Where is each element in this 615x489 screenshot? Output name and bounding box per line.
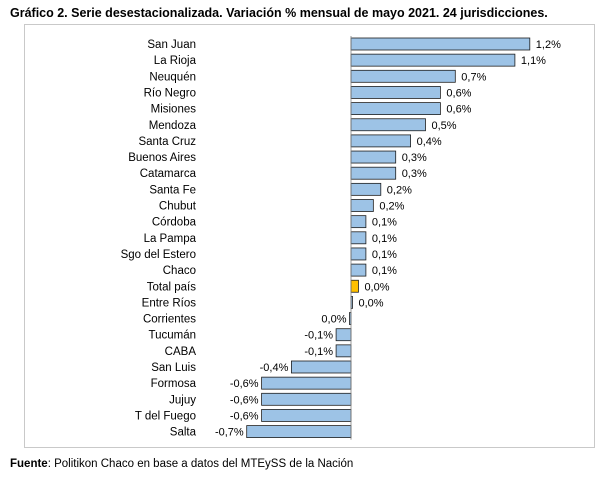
data-label-sgo-del-estero: 0,1% [372, 249, 397, 261]
category-label-chaco: Chaco [163, 265, 196, 277]
source-note: Fuente: Politikon Chaco en base a datos … [10, 458, 353, 470]
category-label-jujuy: Jujuy [169, 394, 196, 406]
category-label-total-pais: Total país [147, 281, 196, 293]
category-label-tucuman: Tucumán [148, 330, 196, 342]
bar-caba [335, 344, 352, 358]
source-label: Fuente [10, 458, 48, 470]
data-label-misiones: 0,6% [446, 104, 471, 116]
chart-title: Gráfico 2. Serie desestacionalizada. Var… [10, 6, 548, 20]
source-text: : Politikon Chaco en base a datos del MT… [47, 458, 354, 470]
data-label-san-luis: -0,4% [260, 362, 289, 374]
bar-catamarca [350, 166, 397, 180]
data-label-formosa: -0,6% [230, 378, 259, 390]
category-label-santa-cruz: Santa Cruz [138, 136, 196, 148]
bar-mendoza [350, 118, 426, 132]
category-label-santa-fe: Santa Fe [149, 184, 196, 196]
data-label-buenos-aires: 0,3% [402, 152, 427, 164]
data-label-santa-cruz: 0,4% [417, 136, 442, 148]
category-label-buenos-aires: Buenos Aires [128, 152, 196, 164]
bar-la-pampa [350, 231, 367, 245]
bar-santa-fe [350, 182, 382, 196]
data-label-corrientes: 0,0% [321, 314, 346, 326]
category-label-la-rioja: La Rioja [154, 55, 197, 67]
category-label-misiones: Misiones [151, 104, 197, 116]
bar-buenos-aires [350, 150, 397, 164]
category-label-salta: Salta [170, 427, 197, 439]
data-label-mendoza: 0,5% [432, 120, 457, 132]
bar-formosa [261, 376, 352, 390]
category-label-sgo-del-estero: Sgo del Estero [121, 249, 196, 261]
bar-sgo-del-estero [350, 247, 367, 261]
category-label-neuquen: Neuquén [149, 71, 196, 83]
data-label-santa-fe: 0,2% [387, 184, 412, 196]
category-label-t-del-fuego: T del Fuego [135, 410, 196, 422]
bar-chaco [350, 263, 367, 277]
data-label-salta: -0,7% [215, 427, 244, 439]
data-label-caba: -0,1% [304, 346, 333, 358]
data-label-rio-negro: 0,6% [446, 87, 471, 99]
data-label-jujuy: -0,6% [230, 394, 259, 406]
bar-san-luis [290, 360, 352, 374]
category-label-mendoza: Mendoza [149, 120, 197, 132]
data-label-la-rioja: 1,1% [521, 55, 546, 67]
data-label-t-del-fuego: -0,6% [230, 410, 259, 422]
category-label-rio-negro: Río Negro [144, 87, 196, 99]
data-label-catamarca: 0,3% [402, 168, 427, 180]
bar-neuquen [350, 69, 456, 83]
bar-santa-cruz [350, 134, 411, 148]
data-label-chaco: 0,1% [372, 265, 397, 277]
bar-san-juan [350, 37, 531, 51]
bar-tucuman [335, 328, 352, 342]
data-label-tucuman: -0,1% [304, 330, 333, 342]
data-label-la-pampa: 0,1% [372, 233, 397, 245]
chart-frame [24, 24, 595, 448]
bar-chubut [350, 199, 374, 212]
category-label-corrientes: Corrientes [143, 314, 196, 326]
category-label-chubut: Chubut [159, 201, 197, 213]
data-label-entre-rios: 0,0% [359, 297, 384, 309]
bar-rio-negro [350, 86, 441, 99]
bar-total-pais [350, 279, 359, 293]
data-label-chubut: 0,2% [379, 201, 404, 213]
category-label-san-luis: San Luis [151, 362, 196, 374]
bar-jujuy [261, 392, 352, 406]
bar-t-del-fuego [261, 409, 352, 422]
category-label-la-pampa: La Pampa [144, 233, 197, 245]
category-label-san-juan: San Juan [147, 39, 196, 51]
bar-la-rioja [350, 53, 516, 67]
category-label-caba: CABA [165, 346, 197, 358]
category-label-formosa: Formosa [151, 378, 197, 390]
category-label-cordoba: Córdoba [152, 217, 197, 229]
data-label-san-juan: 1,2% [536, 39, 561, 51]
category-label-catamarca: Catamarca [140, 168, 197, 180]
data-label-total-pais: 0,0% [364, 281, 389, 293]
data-label-neuquen: 0,7% [461, 71, 486, 83]
data-label-cordoba: 0,1% [372, 217, 397, 229]
category-label-entre-rios: Entre Ríos [142, 297, 197, 309]
bar-misiones [350, 102, 441, 115]
bar-salta [246, 425, 352, 439]
bar-cordoba [350, 215, 367, 229]
